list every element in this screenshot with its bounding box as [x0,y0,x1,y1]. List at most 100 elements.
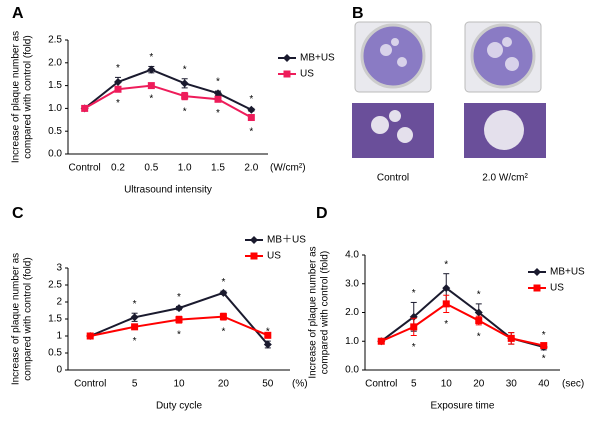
y-axis-label: compared with control (fold) [23,257,34,380]
significance-mark: * [183,106,187,117]
plaque [505,57,519,71]
x-tick-label: Control [365,379,397,390]
point [114,77,122,86]
significance-mark: * [149,52,153,63]
legend-label: MB＋US [267,235,306,246]
significance-mark: * [249,94,253,105]
point [540,342,548,350]
panel-label: A [12,5,24,22]
y-tick-label: 3 [56,263,62,274]
x-unit: (W/cm²) [270,163,306,174]
point [219,313,227,321]
point [264,331,272,339]
legend-marker [250,236,258,244]
y-tick-label: 2 [56,297,62,308]
panel-label: C [12,205,24,222]
x-tick-label: 5 [411,379,417,390]
point [81,104,89,112]
y-tick-label: 2.0 [48,57,62,68]
significance-mark: * [116,63,120,74]
point [147,65,156,74]
x-tick-label: Control [74,379,106,390]
point [214,95,222,103]
point [180,79,189,88]
significance-mark: * [477,332,481,343]
y-tick-label: 1 [56,331,62,342]
point [219,288,228,297]
plaque [484,110,524,150]
significance-mark: * [221,327,225,338]
well [470,23,536,89]
panel-label: B [352,5,364,22]
y-tick-label: 1.5 [48,80,62,91]
y-tick-label: 2.5 [48,35,62,46]
point [175,304,183,313]
significance-mark: * [133,336,137,347]
series-line [380,302,544,347]
point [130,313,139,322]
plaque [391,38,399,46]
plaque [380,44,392,56]
x-tick-label: 1.0 [178,163,192,174]
point [263,340,272,349]
legend-label: MB+US [550,267,585,278]
x-tick-label: 0.5 [144,163,158,174]
significance-mark: * [183,64,187,75]
y-tick-label: 1.0 [48,103,62,114]
x-unit: (%) [292,379,308,390]
y-tick-label: 1.0 [345,336,359,347]
y-axis-label: compared with control (fold) [320,251,331,374]
series-line [84,68,252,111]
significance-mark: * [133,299,137,310]
significance-mark: * [177,292,181,303]
photo-panel [352,21,546,158]
legend-label: US [267,251,281,262]
point [214,89,222,98]
legend-marker [250,252,258,260]
y-axis-label: compared with control (fold) [23,35,34,158]
significance-mark: * [444,319,448,330]
series-line [84,84,252,119]
x-tick-label: 50 [262,379,274,390]
y-tick-label: 0.0 [48,149,62,160]
photo-caption: 2.0 W/cm² [482,173,528,184]
photo-caption: Control [377,173,409,184]
point [147,82,155,90]
x-tick-label: 30 [506,379,518,390]
legend-label: US [550,283,564,294]
x-tick-label: 40 [538,379,550,390]
significance-mark: * [542,354,546,365]
significance-mark: * [216,77,220,88]
legend-marker [283,54,291,62]
well [360,23,426,89]
significance-mark: * [444,259,448,270]
significance-mark: * [216,108,220,119]
x-unit: (sec) [562,379,584,390]
significance-mark: * [149,94,153,105]
x-axis-label: Duty cycle [156,401,203,412]
significance-mark: * [116,98,120,109]
point [409,312,418,321]
point [247,105,256,114]
legend-marker [533,268,541,276]
legend-label: US [300,69,314,80]
legend-marker [283,70,291,78]
significance-mark: * [249,126,253,137]
plaque [389,110,401,122]
point [175,316,183,324]
point [442,284,451,293]
significance-mark: * [412,342,416,353]
point [131,323,139,331]
x-tick-label: 20 [218,379,230,390]
point [86,332,94,340]
y-axis-label: Increase of plaque number as [11,31,22,163]
y-tick-label: 1.5 [48,314,62,325]
legend-marker [533,284,541,292]
x-tick-label: Control [69,163,101,174]
x-axis-label: Ultrasound intensity [124,185,212,196]
y-tick-label: 0 [56,365,62,376]
y-tick-label: 0.5 [48,126,62,137]
x-tick-label: 10 [173,379,185,390]
y-tick-label: 4.0 [345,250,359,261]
